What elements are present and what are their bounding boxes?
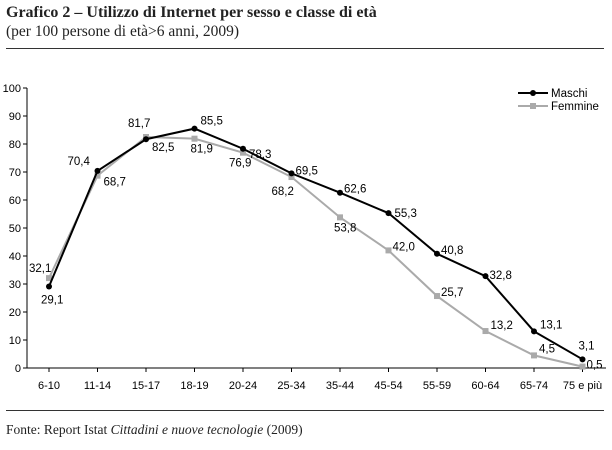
y-tick-label: 0 [15, 363, 21, 375]
y-tick-label: 40 [9, 251, 21, 263]
data-label: 13,1 [540, 319, 562, 331]
x-tick-label: 65-74 [520, 380, 548, 392]
y-tick-label: 50 [9, 223, 21, 235]
chart-title: Grafico 2 – Utilizzo di Internet per ses… [6, 4, 377, 21]
data-point-femmine [531, 352, 537, 359]
data-point-femmine [482, 328, 489, 335]
data-label: 0,5 [587, 360, 603, 372]
data-label: 32,1 [29, 263, 51, 275]
data-point-maschi [240, 145, 246, 152]
data-point-maschi [482, 273, 489, 280]
data-label: 78,3 [249, 149, 271, 161]
data-point-femmine [46, 275, 52, 282]
x-tick-label: 6-10 [38, 380, 60, 392]
x-tick-label: 20-24 [229, 380, 257, 392]
x-tick-label: 55-59 [423, 380, 451, 392]
data-label: 69,5 [296, 165, 318, 177]
data-label: 40,8 [441, 245, 463, 257]
x-tick-label: 35-44 [326, 380, 354, 392]
x-tick-label: 15-17 [132, 380, 160, 392]
data-label: 81,7 [128, 118, 150, 130]
data-point-maschi [434, 250, 440, 257]
source-title: Cittadini e nuove tecnologie [110, 422, 264, 437]
data-label: 42,0 [393, 241, 415, 253]
top-divider [6, 48, 604, 49]
data-label: 32,8 [490, 270, 512, 282]
data-label: 29,1 [41, 295, 63, 307]
series-maschi-line [48, 127, 583, 361]
data-label: 25,7 [441, 287, 463, 299]
data-point-maschi [94, 167, 101, 174]
data-label: 82,5 [152, 142, 174, 154]
y-tick-label: 10 [9, 335, 21, 347]
bottom-divider [6, 410, 604, 411]
source-note: Fonte: Report Istat Cittadini e nuove te… [6, 422, 303, 438]
data-label: 13,2 [491, 320, 513, 332]
data-point-maschi [337, 189, 343, 196]
data-label: 81,9 [191, 144, 213, 156]
x-tick-label: 45-54 [374, 380, 402, 392]
x-tick-label: 18-19 [180, 380, 208, 392]
data-point-femmine [240, 149, 246, 156]
data-point-femmine [579, 363, 586, 370]
x-tick-label: 11-14 [84, 380, 111, 392]
x-tick-label: 25-34 [277, 380, 305, 392]
y-tick-label: 60 [9, 195, 21, 207]
data-point-maschi [531, 328, 537, 335]
data-label: 4,5 [539, 343, 555, 355]
data-point-femmine [191, 135, 198, 142]
data-point-maschi [579, 356, 586, 363]
y-tick-label: 30 [9, 279, 21, 291]
x-tick-label: 60-64 [471, 380, 499, 392]
chart-subtitle: (per 100 persone di età>6 anni, 2009) [6, 23, 239, 40]
legend-label: Maschi [551, 88, 587, 100]
y-tick-label: 20 [9, 307, 21, 319]
data-label: 76,9 [229, 158, 251, 170]
y-tick-label: 90 [9, 111, 21, 123]
data-point-maschi [385, 210, 392, 217]
data-point-femmine [337, 214, 343, 221]
y-tick-label: 100 [3, 83, 21, 95]
legend-marker [530, 90, 536, 96]
data-point-femmine [94, 172, 101, 179]
source-suffix: (2009) [263, 422, 303, 437]
legend-label: Femmine [551, 101, 599, 113]
data-point-maschi [288, 170, 295, 177]
data-label: 3,1 [579, 340, 595, 352]
data-point-maschi [143, 136, 149, 143]
data-label: 85,5 [201, 116, 223, 128]
data-point-maschi [191, 125, 198, 132]
y-tick-label: 80 [9, 139, 21, 151]
data-point-femmine [288, 174, 295, 181]
source-prefix: Fonte: Report Istat [6, 422, 111, 437]
data-label: 62,6 [344, 184, 366, 196]
x-tick-label: 75 e più [563, 380, 602, 392]
data-point-femmine [434, 293, 440, 300]
data-label: 68,7 [104, 177, 126, 189]
data-point-maschi [46, 283, 52, 290]
data-label: 53,8 [334, 222, 356, 234]
data-label: 68,2 [272, 186, 294, 198]
y-tick-label: 70 [9, 167, 21, 179]
data-point-femmine [385, 247, 392, 254]
data-label: 70,4 [68, 156, 91, 168]
legend-marker [530, 103, 536, 109]
data-label: 55,3 [395, 208, 417, 220]
